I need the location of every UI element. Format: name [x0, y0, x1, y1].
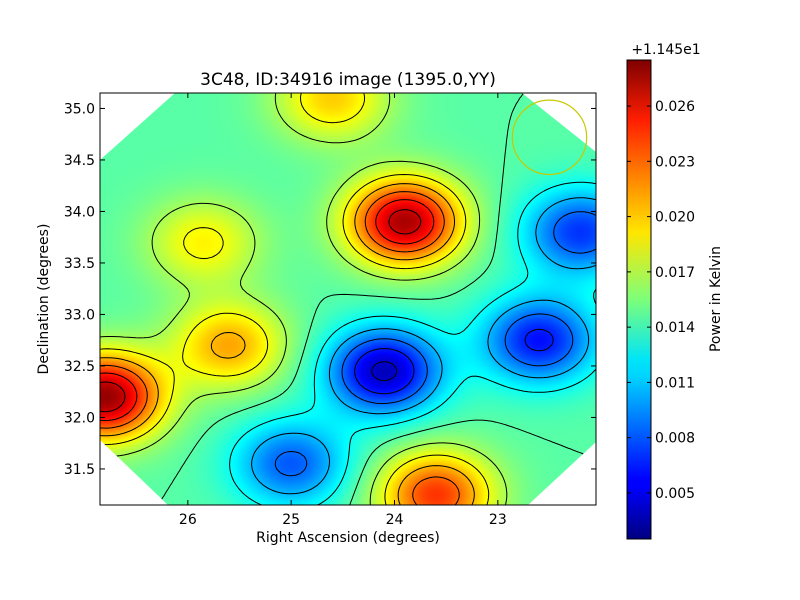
- contour-line: [100, 183, 475, 505]
- contour-lines: [100, 93, 596, 505]
- contour-line: [157, 93, 596, 505]
- y-axis-label: Declination (degrees): [36, 224, 52, 375]
- contour-line: [100, 93, 490, 505]
- heatmap-image: [100, 93, 596, 505]
- colorbar: 0.005 0.008 0.011 0.014 0.017 0.020 0.023 0.026…: [626, 42, 724, 540]
- y-tick-label: 34.5: [64, 153, 95, 169]
- colorbar-tick-label: 0.017: [655, 265, 695, 281]
- contour-line: [100, 93, 508, 505]
- colorbar-label: Power in Kelvin: [708, 246, 724, 352]
- contour-line: [229, 181, 596, 505]
- colorbar-gradient: [626, 59, 652, 540]
- colorbar-tick-label: 0.005: [655, 486, 695, 502]
- x-tick-label: 24: [386, 512, 404, 528]
- y-tick-label: 32.5: [64, 359, 95, 375]
- colorbar-tick-label: 0.026: [655, 99, 695, 115]
- contour-line: [100, 191, 460, 505]
- heatmap-raster: [100, 93, 596, 505]
- plot-area: [100, 93, 596, 505]
- x-tick-label: 25: [282, 512, 300, 528]
- colorbar-ticks: 0.005 0.008 0.011 0.014 0.017 0.020 0.023 0.026: [627, 99, 695, 502]
- colorbar-offset-label: +1.145e1: [631, 42, 700, 58]
- contour-line: [274, 211, 596, 477]
- x-axis-label: Right Ascension (degrees): [256, 530, 440, 546]
- chart-title: 3C48, ID:34916 image (1395.0,YY): [200, 70, 496, 90]
- contour-line: [371, 361, 397, 382]
- plot-frame: [99, 92, 597, 506]
- y-tick-label: 33.0: [64, 307, 95, 323]
- contour-line: [354, 328, 554, 395]
- colorbar-tick-label: 0.011: [655, 375, 695, 391]
- y-tick-label: 32.0: [64, 410, 95, 426]
- x-tick-label: 23: [489, 512, 507, 528]
- beam-circle: [511, 99, 588, 176]
- x-tick-label: 26: [179, 512, 197, 528]
- y-tick-label: 31.5: [64, 462, 95, 478]
- colorbar-tick-label: 0.008: [655, 431, 695, 447]
- y-tick-label: 34.0: [64, 204, 95, 220]
- y-tick-label: 33.5: [64, 256, 95, 272]
- contour-line: [100, 209, 422, 413]
- x-axis: 26 25 24 23: [179, 93, 507, 528]
- colorbar-tick-label: 0.020: [655, 210, 695, 226]
- contour-line: [251, 197, 596, 495]
- colorbar-tick-label: 0.014: [655, 320, 695, 336]
- contour-line: [100, 199, 435, 421]
- y-tick-label: 35.0: [64, 101, 95, 117]
- y-axis: 31.5 32.0 32.5 33.0 33.5 34.0 34.5 35.0: [64, 101, 596, 478]
- colorbar-tick-label: 0.023: [655, 154, 695, 170]
